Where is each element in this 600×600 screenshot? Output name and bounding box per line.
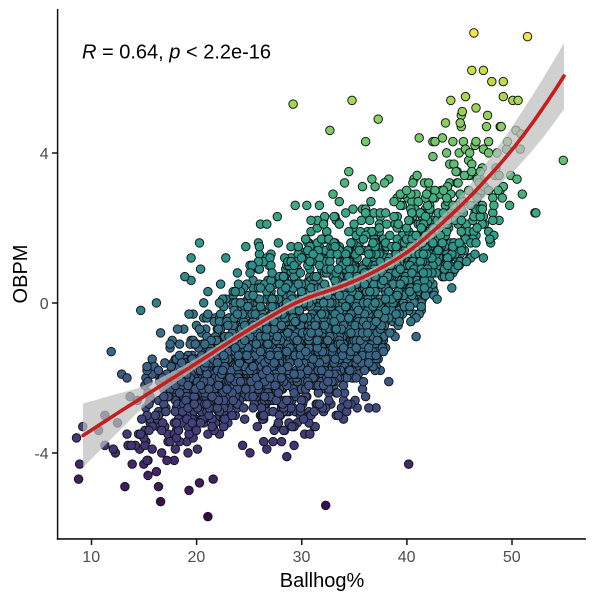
svg-text:OBPM: OBPM: [10, 245, 32, 304]
svg-text:10: 10: [82, 549, 100, 566]
svg-text:Ballhog%: Ballhog%: [280, 570, 365, 592]
svg-text:40: 40: [398, 549, 416, 566]
svg-text:-4: -4: [34, 446, 48, 463]
svg-text:4: 4: [40, 146, 49, 163]
svg-text:20: 20: [188, 549, 206, 566]
svg-text:30: 30: [293, 549, 311, 566]
svg-text:0: 0: [40, 296, 49, 313]
svg-text:R = 0.64, p < 2.2e-16: R = 0.64, p < 2.2e-16: [82, 41, 271, 63]
svg-text:50: 50: [503, 549, 521, 566]
